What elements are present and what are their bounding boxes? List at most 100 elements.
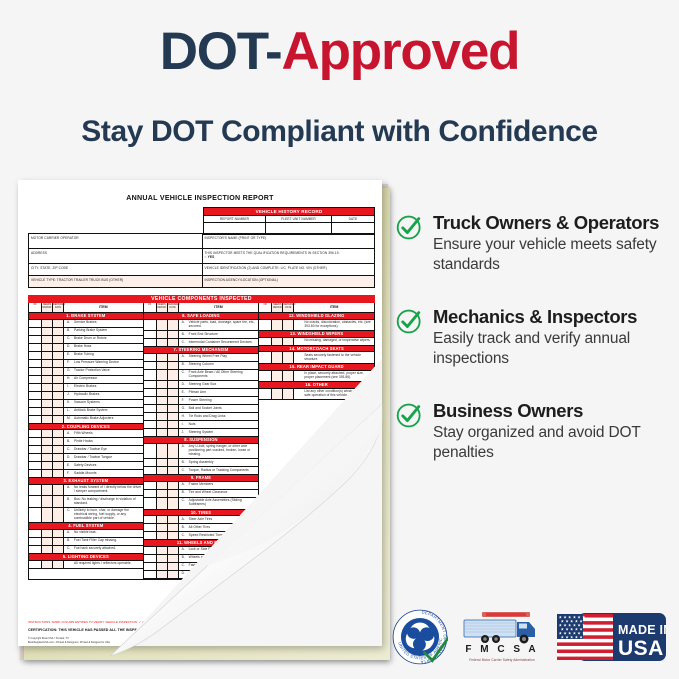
field-vehicle-type[interactable]: VEHICLE TYPE: TRACTOR TRAILER TRUCK BUS … — [29, 276, 203, 287]
field-repaired-date[interactable] — [53, 560, 64, 568]
checkbox-needs-repair[interactable] — [42, 359, 53, 367]
field-repaired-date[interactable] — [53, 484, 64, 496]
checkbox-needs-repair[interactable] — [156, 331, 168, 339]
field-repaired-date[interactable] — [167, 421, 179, 429]
checkbox-needs-repair[interactable] — [42, 438, 53, 446]
checkbox-ok[interactable] — [29, 359, 42, 367]
checkbox-needs-repair[interactable] — [156, 498, 168, 509]
field-repaired-date[interactable] — [53, 383, 64, 391]
checkbox-needs-repair[interactable] — [42, 470, 53, 478]
checkbox-ok[interactable] — [144, 389, 157, 397]
field-repaired-date[interactable] — [53, 327, 64, 335]
field-repaired-date[interactable] — [167, 459, 179, 467]
checkbox-needs-repair[interactable] — [42, 530, 53, 538]
checkbox-needs-repair[interactable] — [42, 407, 53, 415]
field-repaired-date[interactable] — [283, 352, 295, 363]
checkbox-needs-repair[interactable] — [156, 397, 168, 405]
field-repaired-date[interactable] — [53, 319, 64, 327]
field-repaired-date[interactable] — [53, 399, 64, 407]
field-repaired-date[interactable] — [167, 467, 179, 475]
checkbox-needs-repair[interactable] — [156, 459, 168, 467]
checkbox-ok[interactable] — [29, 319, 42, 327]
checkbox-needs-repair[interactable] — [272, 319, 284, 331]
checkbox-ok[interactable] — [144, 498, 157, 509]
checkbox-needs-repair[interactable] — [42, 415, 53, 423]
checkbox-needs-repair[interactable] — [156, 482, 168, 490]
checkbox-ok[interactable] — [29, 399, 42, 407]
field-repaired-date[interactable] — [53, 530, 64, 538]
checkbox-needs-repair[interactable] — [156, 369, 168, 381]
checkbox-ok[interactable] — [144, 353, 157, 361]
field-repaired-date[interactable] — [53, 391, 64, 399]
checkbox-ok[interactable] — [144, 524, 157, 532]
checkbox-needs-repair[interactable] — [156, 532, 168, 540]
checkbox-ok[interactable] — [259, 370, 273, 382]
checkbox-needs-repair[interactable] — [42, 351, 53, 359]
checkbox-needs-repair[interactable] — [42, 496, 53, 507]
checkbox-needs-repair[interactable] — [156, 443, 168, 459]
checkbox-ok[interactable] — [29, 454, 42, 462]
field-repaired-date[interactable] — [167, 562, 179, 570]
checkbox-ok[interactable] — [29, 351, 42, 359]
field-inspection-agency[interactable]: INSPECTION AGENCY/LOCATION (OPTIONAL) — [202, 276, 374, 287]
checkbox-ok[interactable] — [29, 538, 42, 546]
checkbox-needs-repair[interactable] — [156, 319, 168, 331]
checkbox-ok[interactable] — [144, 331, 157, 339]
checkbox-ok[interactable] — [259, 319, 273, 331]
checkbox-ok[interactable] — [144, 319, 157, 331]
checkbox-ok[interactable] — [144, 532, 157, 540]
field-repaired-date[interactable] — [167, 516, 179, 524]
checkbox-ok[interactable] — [29, 327, 42, 335]
field-city-state-zip[interactable]: CITY, STATE, ZIP CODE — [29, 264, 203, 275]
checkbox-needs-repair[interactable] — [156, 421, 168, 429]
checkbox-ok[interactable] — [29, 415, 42, 423]
field-repaired-date[interactable] — [167, 554, 179, 562]
checkbox-needs-repair[interactable] — [272, 370, 284, 382]
vhr-field-report-number[interactable] — [204, 223, 266, 234]
checkbox-needs-repair[interactable] — [42, 546, 53, 554]
checkbox-needs-repair[interactable] — [42, 343, 53, 351]
field-repaired-date[interactable] — [53, 454, 64, 462]
checkbox-ok[interactable] — [144, 546, 157, 554]
checkbox-ok[interactable] — [29, 496, 42, 507]
field-repaired-date[interactable] — [167, 331, 179, 339]
checkbox-ok[interactable] — [29, 407, 42, 415]
checkbox-ok[interactable] — [29, 507, 42, 523]
checkbox-ok[interactable] — [144, 405, 157, 413]
checkbox-ok[interactable] — [29, 560, 42, 568]
checkbox-ok[interactable] — [29, 367, 42, 375]
field-repaired-date[interactable] — [53, 470, 64, 478]
vhr-field-fleet-unit[interactable] — [266, 223, 332, 234]
field-inspector-name[interactable]: INSPECTOR'S NAME (PRINT OR TYPE) — [204, 235, 267, 240]
checkbox-needs-repair[interactable] — [42, 462, 53, 470]
checkbox-needs-repair[interactable] — [156, 562, 168, 570]
checkbox-needs-repair[interactable] — [156, 516, 168, 524]
checkbox-ok[interactable] — [259, 388, 273, 400]
checkbox-ok[interactable] — [29, 343, 42, 351]
checkbox-needs-repair[interactable] — [42, 367, 53, 375]
checkbox-needs-repair[interactable] — [42, 560, 53, 568]
field-repaired-date[interactable] — [167, 389, 179, 397]
field-repaired-date[interactable] — [53, 507, 64, 523]
checkbox-needs-repair[interactable] — [42, 335, 53, 343]
field-repaired-date[interactable] — [167, 546, 179, 554]
checkbox-ok[interactable] — [29, 462, 42, 470]
checkbox-ok[interactable] — [144, 381, 157, 389]
checkbox-needs-repair[interactable] — [42, 484, 53, 496]
checkbox-ok[interactable] — [144, 490, 157, 498]
checkbox-ok[interactable] — [259, 337, 273, 345]
checkbox-needs-repair[interactable] — [42, 327, 53, 335]
field-repaired-date[interactable] — [167, 339, 179, 347]
field-repaired-date[interactable] — [167, 319, 179, 331]
field-repaired-date[interactable] — [53, 430, 64, 438]
checkbox-needs-repair[interactable] — [156, 554, 168, 562]
checkbox-needs-repair[interactable] — [156, 339, 168, 347]
field-repaired-date[interactable] — [53, 367, 64, 375]
field-repaired-date[interactable] — [283, 337, 295, 345]
field-repaired-date[interactable] — [53, 462, 64, 470]
field-repaired-date[interactable] — [167, 498, 179, 509]
field-repaired-date[interactable] — [167, 570, 179, 578]
checkbox-ok[interactable] — [144, 562, 157, 570]
checkbox-needs-repair[interactable] — [156, 413, 168, 421]
checkbox-ok[interactable] — [144, 413, 157, 421]
